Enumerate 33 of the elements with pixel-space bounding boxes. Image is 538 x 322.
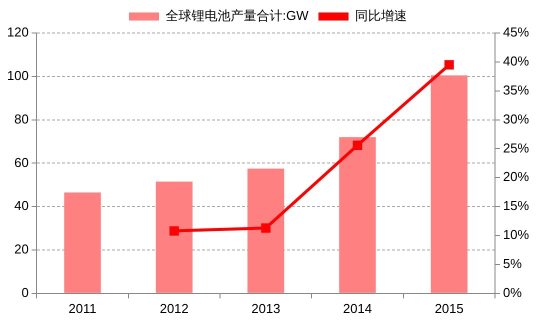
y2-tick-label: 20% xyxy=(502,169,530,184)
y2-tick-label: 10% xyxy=(502,227,530,242)
x-tick-label: 2015 xyxy=(434,300,464,316)
bar xyxy=(248,168,284,293)
legend-label: 全球锂电池产量合计:GW xyxy=(166,8,310,24)
y2-tick-label: 5% xyxy=(502,256,522,272)
y-tick-label: 60 xyxy=(14,154,29,170)
x-tick-label: 2014 xyxy=(343,300,372,316)
y2-tick-label: 30% xyxy=(502,111,530,126)
point xyxy=(169,226,179,236)
y-tick-label: 20 xyxy=(14,242,29,257)
y-tick-label: 100 xyxy=(6,68,29,83)
x-tick-label: 2013 xyxy=(251,300,280,316)
y-tick-label: 40 xyxy=(14,198,29,214)
bar xyxy=(339,137,376,293)
x-tick-label: 2011 xyxy=(68,300,97,316)
y2-tick-label: 35% xyxy=(502,82,530,98)
y-tick-label: 120 xyxy=(6,24,29,40)
legend-label: 同比增速 xyxy=(354,8,407,24)
bar xyxy=(430,75,468,293)
y2-tick-label: 45% xyxy=(502,24,530,40)
y2-tick-label: 40% xyxy=(502,54,530,69)
point xyxy=(261,223,271,233)
bar xyxy=(64,192,101,293)
y2-tick-label: 25% xyxy=(502,140,530,156)
y2-tick-label: 15% xyxy=(502,198,530,214)
bar xyxy=(156,182,193,293)
point xyxy=(352,140,362,150)
y-tick-label: 0 xyxy=(21,284,29,300)
y-tick-label: 80 xyxy=(14,111,29,126)
y2-tick-label: 0% xyxy=(502,284,522,300)
point xyxy=(444,60,454,70)
x-tick-label: 2012 xyxy=(160,300,189,316)
